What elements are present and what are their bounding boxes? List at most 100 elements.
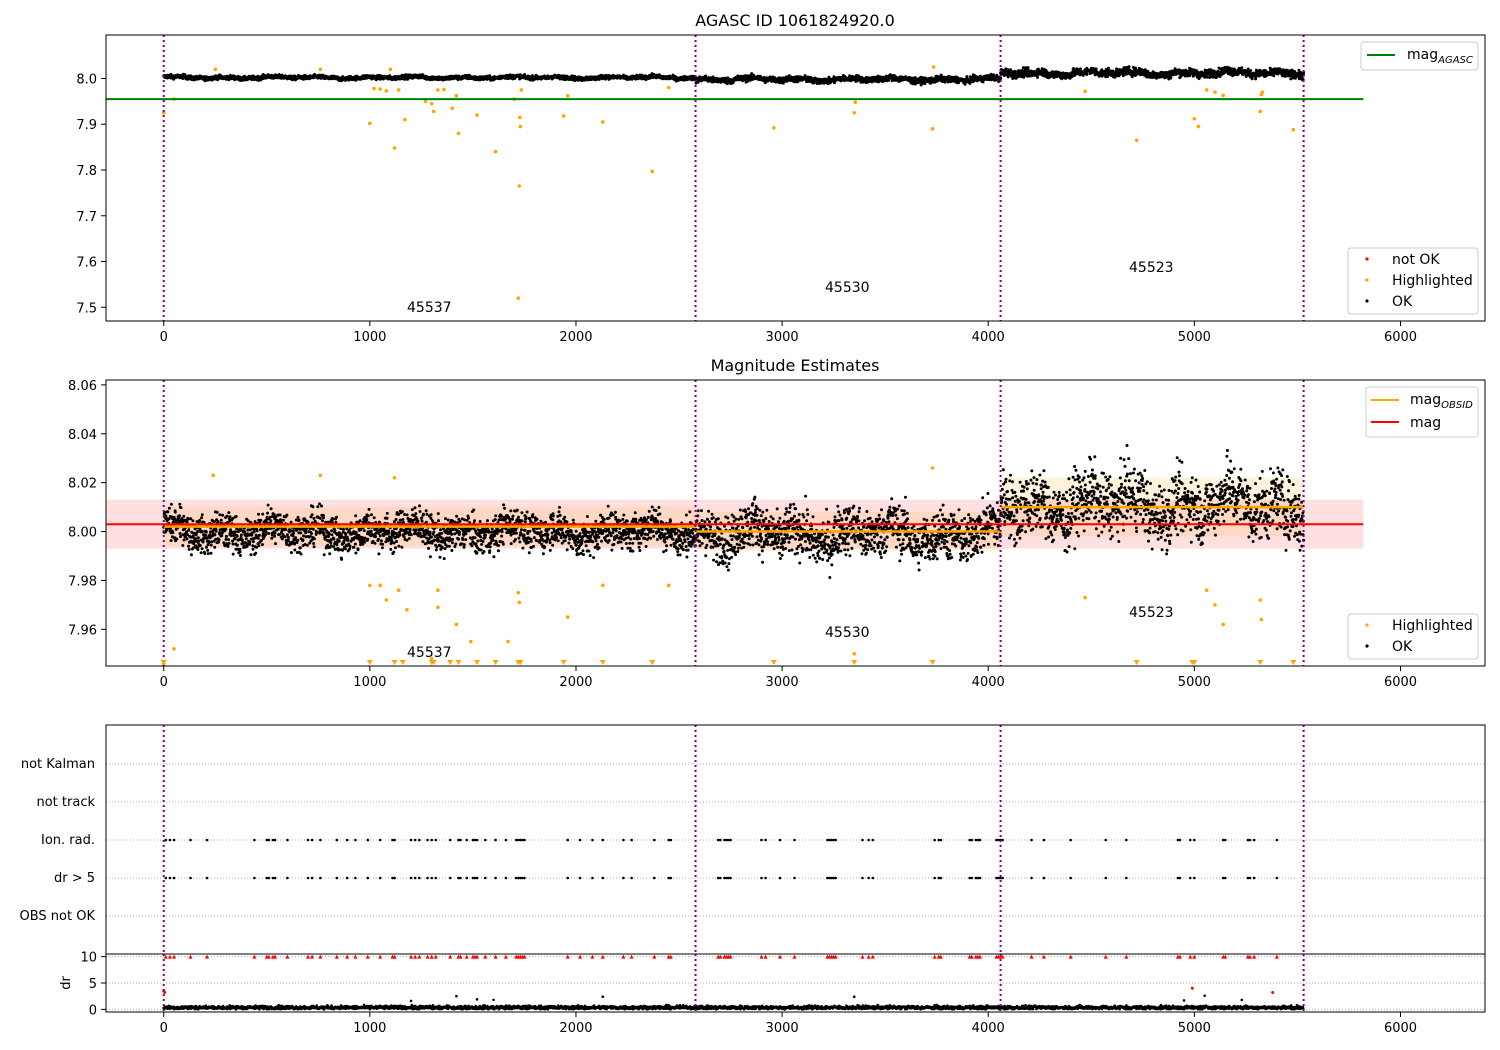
panel1-obsid-label-1: 45537: [407, 300, 452, 316]
legend-not-ok: not OK: [1392, 252, 1440, 268]
highlighted-point: [565, 94, 570, 98]
highlighted-point: [517, 184, 522, 188]
ok-point: [220, 534, 224, 538]
x-tick-label: 4000: [972, 330, 1005, 345]
ok-point: [228, 515, 232, 519]
ok-point: [178, 532, 182, 535]
ok-point: [191, 534, 195, 538]
ok-point: [204, 530, 208, 534]
ok-point: [218, 513, 222, 517]
ok-point: [173, 510, 177, 514]
panel1-legend-upper: magAGASC: [1360, 41, 1479, 71]
highlighted-point: [853, 100, 858, 105]
panel-agasc: AGASC ID 1061824920.0 0 1000 2000 3000 4000 5…: [76, 11, 1486, 345]
ok-point: [1272, 74, 1276, 78]
ok-point: [221, 513, 225, 517]
highlighted-point: [436, 88, 440, 92]
x-tick-label: 0: [160, 330, 168, 345]
ok-point: [172, 77, 176, 81]
highlighted-point: [1192, 116, 1197, 121]
ok-point: [225, 534, 228, 538]
highlighted-point: [1204, 88, 1209, 92]
ok-point: [217, 538, 221, 542]
ok-point: [1085, 73, 1089, 76]
highlighted-point: [431, 109, 436, 114]
ok-point: [204, 533, 207, 537]
ok-point: [196, 530, 200, 533]
highlighted-point: [1196, 124, 1201, 129]
x-tick-label: 6000: [1384, 330, 1417, 345]
legend-highlighted: Highlighted: [1392, 273, 1473, 289]
ok-point: [225, 514, 229, 518]
ok-point: [214, 529, 218, 533]
highlighted-point: [475, 113, 479, 117]
ok-point: [215, 510, 219, 514]
ok-point: [1026, 66, 1030, 70]
y-tick-label: 7.6: [76, 256, 97, 271]
y-tick-label: 8.0: [76, 72, 97, 87]
ok-point: [166, 510, 170, 514]
highlighted-point: [650, 169, 655, 174]
ok-point: [1254, 77, 1258, 81]
ok-point: [227, 538, 230, 542]
ok-point: [169, 502, 173, 506]
ok-point: [887, 78, 891, 82]
ok-point: [1127, 65, 1131, 69]
ok-point: [199, 551, 203, 555]
ok-point: [231, 552, 235, 556]
ok-point: [187, 547, 191, 551]
ok-point: [182, 514, 186, 518]
ok-point: [209, 543, 213, 547]
ok-point: [197, 539, 201, 543]
highlighted-point: [442, 87, 446, 92]
ok-point: [1036, 75, 1039, 79]
x-tick-label: 2000: [559, 330, 592, 345]
highlighted-point: [561, 114, 566, 118]
highlighted-point: [518, 124, 523, 129]
highlighted-point: [423, 99, 428, 104]
ok-point: [231, 542, 235, 546]
panel1-ok-points: [162, 65, 1306, 87]
highlighted-point: [213, 67, 218, 72]
ok-point: [179, 535, 182, 538]
ok-point: [167, 506, 171, 510]
highlighted-point: [396, 88, 401, 92]
ok-point: [1079, 67, 1082, 71]
panel1-legend-lower: not OK Highlighted OK: [1347, 247, 1479, 315]
highlighted-point: [450, 106, 455, 111]
ok-point: [178, 514, 181, 518]
ok-point: [182, 538, 186, 542]
x-tick-label: 1000: [353, 330, 386, 345]
ok-point: [1094, 67, 1098, 71]
panel1-title: AGASC ID 1061824920.0: [695, 11, 895, 30]
ok-point: [217, 540, 221, 544]
highlighted-point: [454, 94, 459, 98]
x-tick-label: 5000: [1178, 330, 1211, 345]
highlighted-point: [516, 296, 521, 300]
ok-point: [226, 544, 230, 548]
ok-point: [200, 513, 204, 517]
panel1-obsid-label-3: 45523: [1129, 260, 1174, 276]
highlighted-point: [372, 86, 376, 91]
ok-point: [198, 544, 202, 547]
ok-point: [192, 540, 196, 544]
panel1-obsid-label-2: 45530: [825, 280, 870, 296]
ok-point: [1027, 74, 1031, 78]
ok-point: [201, 540, 205, 544]
ok-point: [169, 539, 173, 543]
ok-point: [196, 536, 200, 540]
highlighted-point: [378, 87, 382, 91]
ok-point: [198, 518, 202, 522]
ok-point: [177, 516, 181, 520]
highlighted-point: [1291, 127, 1296, 132]
ok-point: [224, 527, 228, 531]
ok-point: [206, 552, 210, 556]
ok-point: [965, 75, 969, 79]
y-tick-label: 7.7: [76, 210, 97, 225]
ok-point: [227, 541, 231, 545]
highlighted-point: [930, 127, 935, 131]
ok-point: [196, 548, 200, 551]
legend-ok: OK: [1392, 294, 1413, 310]
y-tick-label: 7.8: [76, 164, 97, 179]
